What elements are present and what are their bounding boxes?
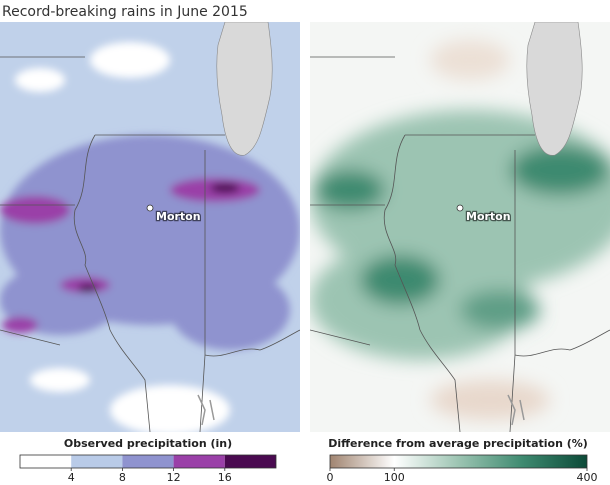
title: Record-breaking rains in June 2015 <box>2 4 248 20</box>
tick-label: 0 <box>327 471 334 484</box>
colorbar-segment <box>122 455 174 468</box>
tick-label: 16 <box>218 471 232 484</box>
colorbar <box>330 455 587 468</box>
colorbar-segment <box>20 455 72 468</box>
colorbar-frame <box>19 454 277 469</box>
legends: 4 8 12 16 0 100 400 <box>19 454 598 484</box>
tick-label: 12 <box>167 471 181 484</box>
tick-label: 400 <box>577 471 598 484</box>
tick-label: 4 <box>68 471 75 484</box>
colorbar-segment <box>71 455 123 468</box>
colorbar-segment <box>173 455 225 468</box>
tick-label: 100 <box>384 471 405 484</box>
tick-label: 8 <box>119 471 126 484</box>
legend-title: Observed precipitation (in) <box>64 437 232 450</box>
legend-title: Difference from average precipitation (%… <box>328 437 588 450</box>
difference-map: Morton <box>310 22 610 432</box>
city-label: Morton <box>466 210 511 223</box>
city-label: Morton <box>156 210 201 223</box>
colorbar-frame <box>329 454 588 469</box>
precipitation-map: Morton <box>0 22 300 432</box>
colorbar-segment <box>224 455 276 468</box>
